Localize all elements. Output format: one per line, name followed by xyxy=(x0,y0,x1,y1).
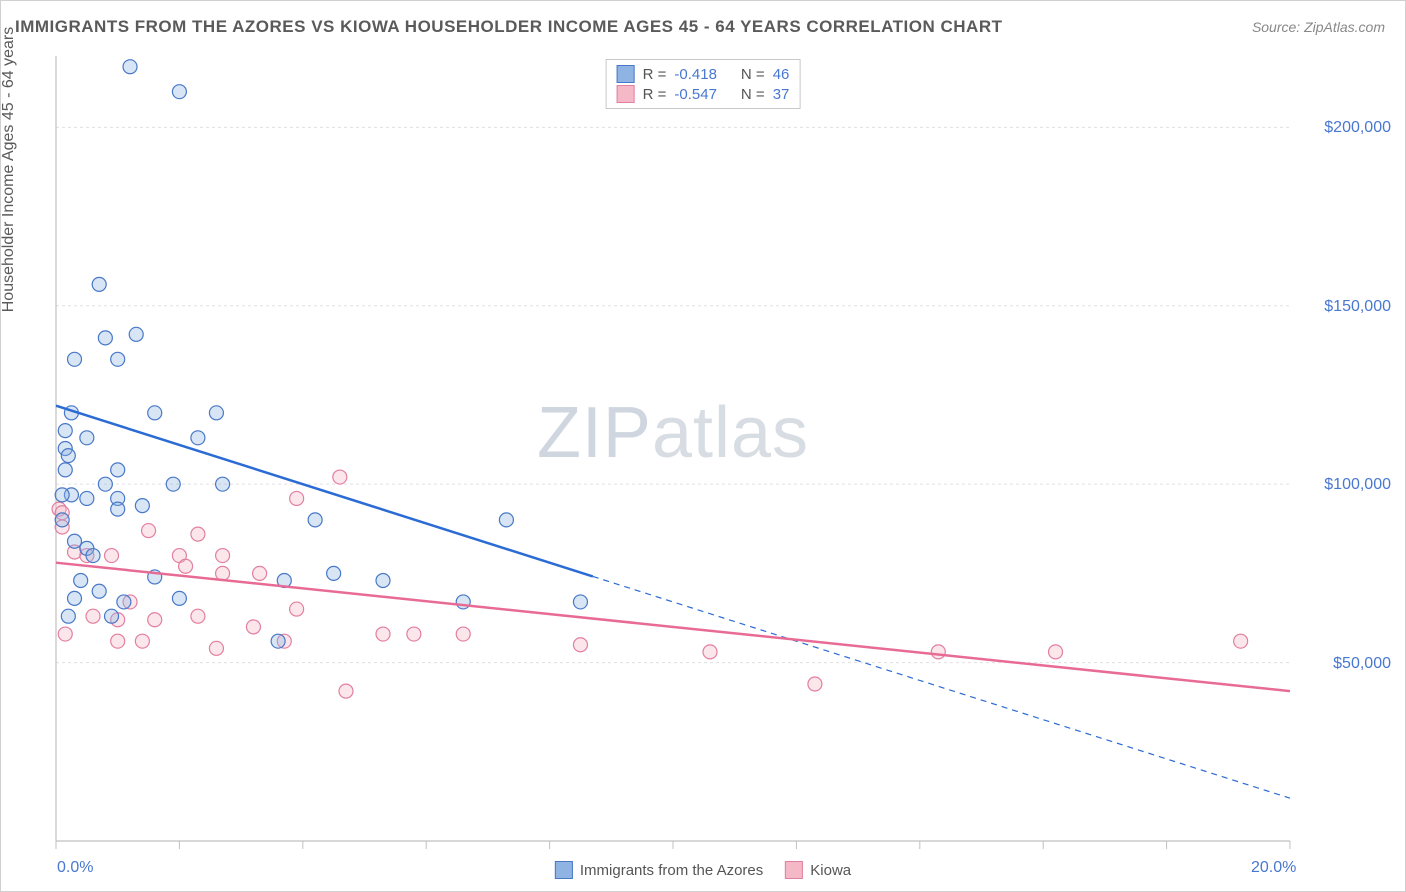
plot-area: ZIPatlas xyxy=(56,56,1290,841)
chart-title: IMMIGRANTS FROM THE AZORES VS KIOWA HOUS… xyxy=(15,17,1003,37)
legend-label-2: Kiowa xyxy=(810,862,851,879)
series-legend: Immigrants from the Azores Kiowa xyxy=(555,861,851,879)
n-value-1: 46 xyxy=(773,66,790,83)
swatch-series-2 xyxy=(617,85,635,103)
n-prefix: N = xyxy=(741,86,765,103)
y-tick-label: $150,000 xyxy=(1324,298,1391,316)
correlation-row-1: R = -0.418 N = 46 xyxy=(617,64,790,84)
swatch-series-2-bottom xyxy=(785,861,803,879)
n-value-2: 37 xyxy=(773,86,790,103)
chart-container: IMMIGRANTS FROM THE AZORES VS KIOWA HOUS… xyxy=(0,0,1406,892)
y-axis-label: Householder Income Ages 45 - 64 years xyxy=(0,27,18,313)
y-tick-label: $100,000 xyxy=(1324,476,1391,494)
source-name: ZipAtlas.com xyxy=(1304,19,1385,35)
r-value-1: -0.418 xyxy=(674,66,717,83)
swatch-series-1-bottom xyxy=(555,861,573,879)
legend-label-1: Immigrants from the Azores xyxy=(580,862,763,879)
r-value-2: -0.547 xyxy=(674,86,717,103)
source-prefix: Source: xyxy=(1252,19,1304,35)
swatch-series-1 xyxy=(617,65,635,83)
r-prefix: R = xyxy=(643,66,667,83)
r-prefix: R = xyxy=(643,86,667,103)
correlation-legend: R = -0.418 N = 46 R = -0.547 N = 37 xyxy=(606,59,801,109)
correlation-row-2: R = -0.547 N = 37 xyxy=(617,84,790,104)
legend-item-1: Immigrants from the Azores xyxy=(555,861,763,879)
source-attribution: Source: ZipAtlas.com xyxy=(1252,19,1385,35)
scatter-chart-svg xyxy=(56,56,1290,841)
legend-item-2: Kiowa xyxy=(785,861,851,879)
x-tick-label: 0.0% xyxy=(57,859,93,877)
y-tick-label: $50,000 xyxy=(1333,655,1391,673)
n-prefix: N = xyxy=(741,66,765,83)
x-tick-label: 20.0% xyxy=(1251,859,1296,877)
y-tick-label: $200,000 xyxy=(1324,119,1391,137)
